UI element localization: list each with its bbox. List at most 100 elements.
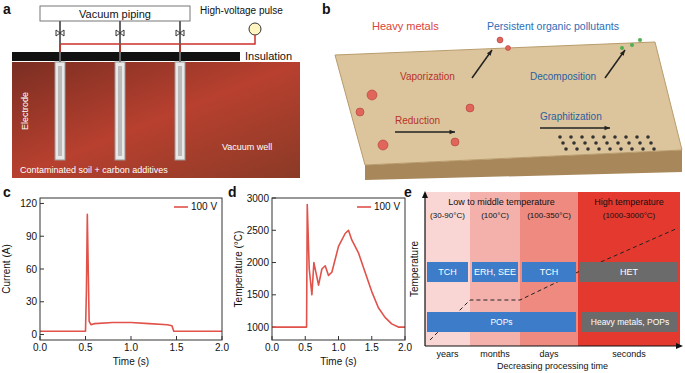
wire (59, 44, 61, 52)
graphite-dot (616, 141, 620, 145)
frame (272, 198, 405, 340)
tick (338, 336, 339, 340)
target-bar (582, 312, 678, 332)
label: Electrode (20, 92, 30, 130)
method-label: TCH (438, 267, 457, 277)
zone-header: Low to middle temperature (448, 197, 555, 207)
range-label: (30-90°C) (430, 211, 465, 220)
axis-arrow (422, 191, 428, 198)
axis-title: Decreasing processing time (497, 361, 608, 371)
process-label: Vaporization (400, 71, 455, 82)
plot-area (272, 204, 405, 327)
electrode (115, 62, 125, 160)
metal-particle (367, 90, 377, 100)
slab-top (335, 42, 682, 165)
tick-label: 0.5 (298, 342, 312, 353)
soil (12, 62, 300, 178)
metal-particle (356, 108, 364, 116)
axis-title: Temperature (°C) (233, 231, 244, 308)
organic-fragment (630, 43, 634, 47)
plot-area (40, 214, 222, 331)
tick-label: 1000 (247, 322, 270, 333)
axis (424, 196, 425, 346)
pipe (59, 21, 61, 62)
page: {"diagram_a": {"letter": "a", "vacuum_pi… (0, 0, 685, 373)
graphite-dot (558, 135, 562, 139)
method-bar (580, 262, 678, 282)
graphite-dot (608, 147, 612, 151)
tick (40, 301, 44, 302)
tick (272, 262, 276, 263)
graphite-dot (575, 147, 579, 151)
panel-letter: c (3, 184, 11, 200)
graphite-dot (638, 141, 642, 145)
arrow-head (604, 126, 610, 131)
label: Vacuum piping (79, 8, 151, 20)
axis-arrow (676, 343, 683, 349)
tick-label: 1.0 (332, 342, 346, 353)
valve (116, 30, 124, 36)
tick-label: 60 (26, 264, 38, 275)
metal-particle (451, 138, 459, 146)
arrow (472, 50, 492, 78)
line (272, 204, 405, 327)
graphite-dot (652, 147, 656, 151)
graphite-dot (646, 135, 650, 139)
panel-letter: b (322, 1, 331, 17)
graphite-dot (591, 135, 595, 139)
graphite-dot (627, 141, 631, 145)
tick-label: 0 (31, 329, 37, 340)
arrow-head (620, 50, 625, 56)
panel-c: c03060901200.00.51.01.52.0100 VTime (s)C… (1, 184, 229, 367)
tick-label: 3000 (247, 193, 270, 204)
insulation-layer (12, 52, 240, 61)
target-label: Heavy metals, POPs (591, 317, 669, 327)
tick (272, 230, 276, 231)
method-label: HET (620, 267, 639, 277)
tick (40, 269, 44, 270)
graphite-dot (641, 147, 645, 151)
tick-label: 0.5 (79, 342, 93, 353)
time-label: months (480, 349, 510, 359)
graphite-dot (569, 135, 573, 139)
label: High-voltage pulse (200, 5, 283, 16)
target-bar (427, 312, 576, 332)
tick-label: 120 (20, 198, 37, 209)
electrode (55, 62, 65, 160)
vacuum-well (58, 66, 62, 156)
legend-label: 100 V (374, 201, 400, 212)
label: Heavy metals (372, 20, 439, 32)
organic-fragment (638, 38, 642, 42)
tick-label: 1.5 (170, 342, 184, 353)
panel-d: d100015002000250030000.00.51.01.52.0100 … (228, 184, 412, 367)
frame (40, 198, 222, 340)
graphite-dot (613, 135, 617, 139)
legend-label: 100 V (191, 201, 217, 212)
method-label: TCH (540, 267, 559, 277)
graphite-dot (572, 141, 576, 145)
method-bar (522, 262, 576, 282)
tick (371, 336, 372, 340)
axis-title: Time (s) (113, 356, 149, 367)
range-label: (100-350°C) (527, 211, 571, 220)
tick-label: 0.0 (33, 342, 47, 353)
figure: aVacuum pipingHigh-voltage pulseElectrod… (0, 0, 685, 373)
arrow-head (449, 130, 455, 135)
arrow (605, 50, 625, 78)
tick (131, 336, 132, 340)
pipe (119, 21, 121, 62)
target-label: POPs (490, 317, 512, 327)
panel-e: eLow to middle temperatureHigh temperatu… (404, 184, 683, 371)
tick (40, 236, 44, 237)
time-label: years (436, 349, 459, 359)
axis-title: Current (A) (1, 244, 12, 293)
wire (119, 44, 121, 52)
graphite-dot (561, 141, 565, 145)
legend-swatch (174, 206, 188, 208)
valve (56, 30, 64, 36)
graphite-dot (564, 147, 568, 151)
temperature-zone (578, 192, 680, 346)
tick-label: 30 (26, 296, 38, 307)
panel-letter: d (228, 184, 237, 200)
process-label: Decomposition (530, 71, 596, 82)
